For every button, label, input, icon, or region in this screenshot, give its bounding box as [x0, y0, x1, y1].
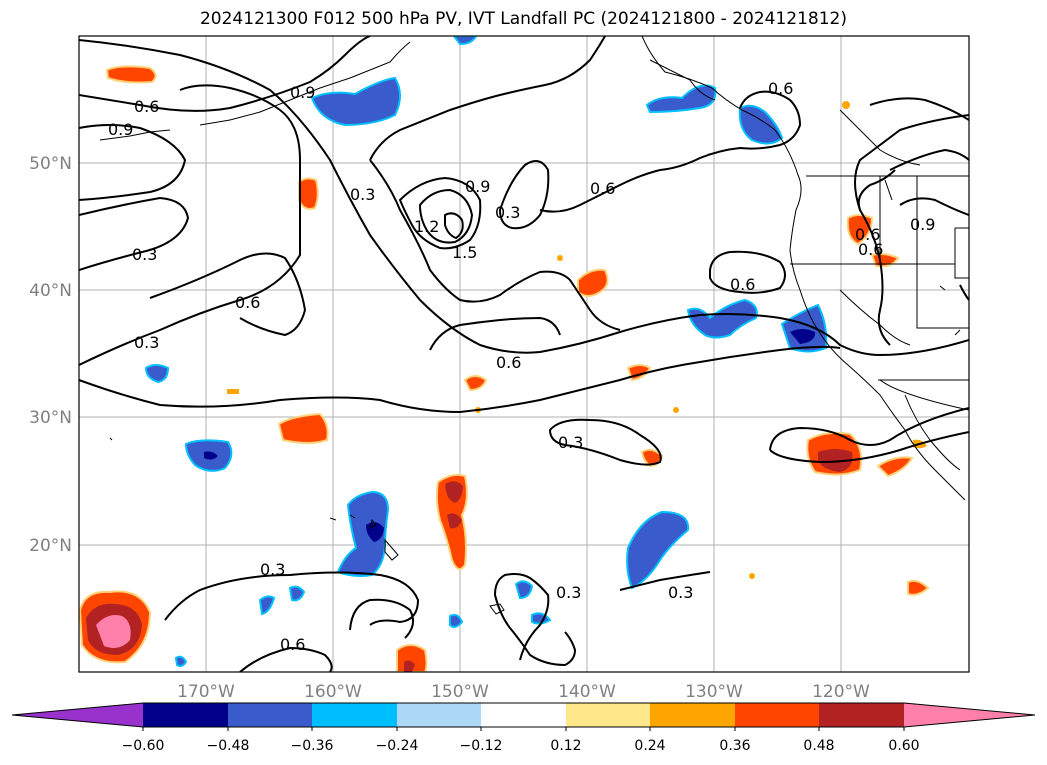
shade-negative	[310, 76, 401, 127]
shade-negative	[514, 580, 534, 600]
contour-label: 0.6	[730, 275, 755, 294]
contour-labels: 0.6 0.9 0.9 0.6 0.3 0.9 0.3 1.2 1.5 0.6 …	[108, 79, 935, 654]
contour-label: 1.2	[414, 217, 439, 236]
shade-positive	[577, 268, 609, 297]
lon-label: 160°W	[304, 682, 362, 702]
colorbar-extend-high	[904, 703, 1035, 727]
shade-negative	[258, 595, 276, 616]
shade-positive	[463, 375, 488, 392]
lat-label: 30°N	[29, 408, 72, 428]
contour-label: 0.3	[132, 245, 157, 264]
shade-negative	[449, 613, 464, 628]
colorbar-tick: −0.24	[376, 738, 419, 754]
contour-label: 0.6	[134, 97, 159, 116]
colorbar-segment	[312, 703, 397, 727]
contour-label: 0.3	[134, 333, 159, 352]
shade-negative	[686, 298, 758, 339]
contour-label: 0.3	[556, 583, 581, 602]
colorbar-segment	[481, 703, 566, 727]
colorbar-segment	[397, 703, 481, 727]
shade-positive	[876, 456, 914, 478]
contour-label: 0.3	[495, 203, 520, 222]
map-area	[79, 36, 969, 672]
shade-positive	[673, 407, 679, 413]
shade-positive	[298, 177, 319, 210]
contour-label: 0.6	[280, 635, 305, 654]
shade-positive	[907, 579, 930, 596]
colorbar-tick: −0.12	[460, 738, 503, 754]
colorbar-tick: −0.36	[291, 738, 334, 754]
colorbar-tick: −0.60	[122, 738, 165, 754]
lat-label: 40°N	[29, 281, 72, 301]
shade-negative	[790, 329, 816, 344]
shade-positive	[445, 481, 463, 503]
colorbar-tick: 0.36	[719, 738, 750, 754]
contour-label: 1.5	[452, 243, 477, 262]
pv-shading	[79, 36, 930, 672]
lon-label: 130°W	[685, 682, 743, 702]
lon-label: 140°W	[558, 682, 616, 702]
colorbar: −0.60 −0.48 −0.36 −0.24 −0.12 0.12 0.24 …	[11, 702, 1036, 754]
shade-negative	[738, 104, 784, 145]
contour-label: 0.6	[858, 240, 883, 259]
map-border	[78, 35, 970, 673]
shade-negative	[780, 303, 828, 353]
contour-label: 0.6	[855, 225, 880, 244]
contour-label: 0.6	[455, 243, 480, 262]
shade-negative	[336, 490, 390, 577]
contour-label: 0.3	[260, 560, 285, 579]
axis-labels: 50°N 40°N 30°N 20°N 170°W 160°W 150°W 14…	[29, 154, 870, 702]
colorbar-segment	[143, 703, 228, 727]
shade-negative	[288, 585, 306, 602]
shade-positive	[749, 573, 755, 579]
contour-label: 0.9	[465, 177, 490, 196]
coastlines	[99, 36, 969, 615]
contour-label: 0.3	[350, 185, 375, 204]
shade-negative	[144, 364, 170, 384]
shade-negative	[204, 451, 218, 460]
contour-label: 0.6	[768, 79, 793, 98]
colorbar-segment	[650, 703, 735, 727]
shade-positive	[557, 255, 563, 261]
colorbar-tick: 0.48	[803, 738, 834, 754]
shade-negative	[626, 510, 690, 590]
colorbar-tick: 0.12	[550, 738, 581, 754]
shade-positive	[404, 660, 415, 672]
contour-label: 0.3	[558, 433, 583, 452]
contour-label: 0.9	[290, 83, 315, 102]
lon-label: 150°W	[431, 682, 489, 702]
colorbar-segment	[566, 703, 650, 727]
shade-positive	[447, 513, 462, 529]
shade-negative	[645, 84, 717, 114]
pv-contours	[79, 36, 969, 672]
shade-positive	[96, 615, 131, 648]
colorbar-tick: 0.24	[634, 738, 665, 754]
lat-label: 50°N	[29, 154, 72, 174]
contour-label: 0.6	[235, 293, 260, 312]
shade-positive	[818, 449, 853, 472]
map-title: 2024121300 F012 500 hPa PV, IVT Landfall…	[199, 9, 847, 29]
colorbar-segment	[735, 703, 819, 727]
contour-label: 0.6	[496, 353, 521, 372]
contour-label: 0.9	[910, 215, 935, 234]
lon-label: 170°W	[177, 682, 235, 702]
contour-label: 0.6	[590, 179, 615, 198]
colorbar-segment	[819, 703, 904, 727]
contour-label: 0.9	[108, 120, 133, 139]
shade-positive	[227, 389, 239, 394]
lon-label: 120°W	[812, 682, 870, 702]
contour-label: 0.3	[668, 583, 693, 602]
lat-label: 20°N	[29, 536, 72, 556]
colorbar-tick: 0.60	[888, 738, 919, 754]
shade-positive	[277, 412, 329, 444]
colorbar-segment	[228, 703, 312, 727]
colorbar-tick: −0.48	[207, 738, 250, 754]
shade-negative	[174, 655, 188, 667]
colorbar-extend-low	[12, 703, 143, 727]
shade-positive	[842, 101, 850, 109]
shade-positive	[105, 65, 157, 84]
